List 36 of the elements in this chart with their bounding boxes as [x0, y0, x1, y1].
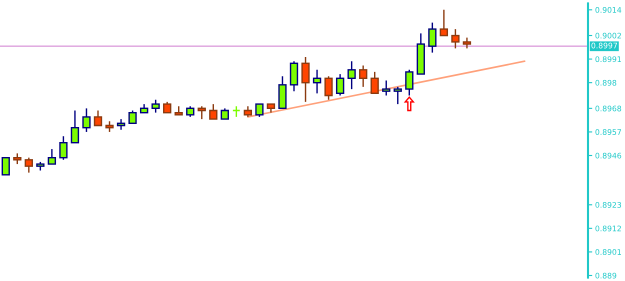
- candlestick: [163, 101, 172, 114]
- candlestick: [94, 110, 102, 126]
- candlestick: [347, 60, 356, 90]
- candlestick: [48, 148, 56, 165]
- candlestick: [451, 28, 460, 50]
- candlestick: [324, 76, 333, 100]
- candlestick: [370, 71, 379, 94]
- candlestick: [312, 69, 322, 94]
- candlestick: [382, 80, 390, 96]
- candlestick: [128, 110, 137, 124]
- candlestick: [70, 110, 80, 144]
- candlestick: [428, 22, 437, 54]
- candlestick: [359, 64, 368, 88]
- candlestick: [244, 106, 252, 118]
- candlestick: [13, 152, 22, 165]
- candlestick: [220, 108, 229, 120]
- candlestick: [209, 103, 218, 120]
- candlestick: [186, 106, 194, 118]
- candlestick: [255, 103, 264, 118]
- candlestick: [2, 156, 10, 176]
- candlestick: [116, 118, 126, 130]
- candlestick: [440, 9, 448, 36]
- candlestick: [105, 120, 114, 133]
- candlestick: [198, 106, 206, 120]
- candlestick: [394, 86, 402, 105]
- candlestick: [336, 73, 344, 96]
- candlestick: [278, 76, 287, 110]
- candlestick: [462, 36, 472, 50]
- candlestick: [301, 56, 310, 103]
- candlestick: [405, 69, 414, 96]
- candlestick: [151, 99, 160, 114]
- candlestick: [232, 106, 241, 118]
- candlestick: [59, 136, 68, 160]
- candlestick: [24, 156, 33, 174]
- candlestick: [290, 60, 298, 92]
- candlestick: [82, 108, 91, 133]
